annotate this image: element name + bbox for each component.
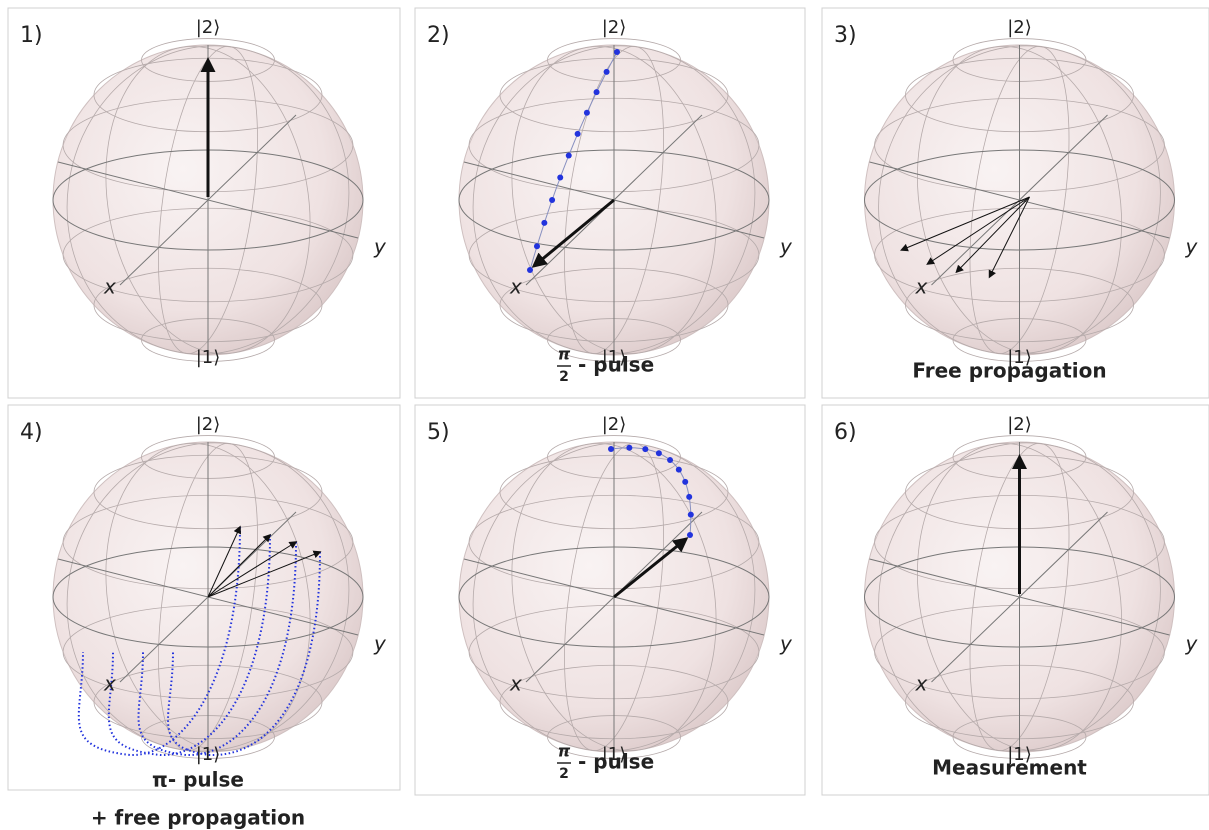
caption: + free propagation bbox=[91, 806, 305, 830]
trajectory-dot bbox=[604, 69, 610, 75]
y-axis-label: y bbox=[373, 632, 387, 656]
y-axis-label: y bbox=[373, 235, 387, 259]
panel: 4) |2⟩ |1⟩ x y π- pulse + free propagation bbox=[8, 405, 400, 830]
y-axis-label: y bbox=[779, 235, 793, 259]
caption-numerator: π bbox=[558, 345, 571, 364]
trajectory-dot bbox=[566, 153, 572, 159]
trajectory-dot bbox=[687, 532, 693, 538]
trajectory-dot bbox=[557, 175, 563, 181]
x-axis-label: x bbox=[509, 275, 522, 299]
top-state: |2⟩ bbox=[1007, 414, 1032, 435]
caption: - pulse bbox=[578, 353, 654, 377]
top-state: |2⟩ bbox=[196, 414, 221, 435]
trajectory-dot bbox=[549, 197, 555, 203]
panel-label: 1) bbox=[20, 23, 43, 48]
y-axis-label: y bbox=[779, 632, 793, 656]
trajectory-dot bbox=[594, 89, 600, 95]
caption-denominator: 2 bbox=[559, 766, 569, 782]
x-axis-label: x bbox=[915, 275, 928, 299]
trajectory-dot bbox=[527, 267, 533, 273]
caption: Measurement bbox=[932, 756, 1087, 780]
top-state: |2⟩ bbox=[602, 17, 627, 38]
trajectory-dot bbox=[686, 494, 692, 500]
trajectory-dot bbox=[584, 110, 590, 116]
figure: 1) |2⟩ |1⟩ x y 2) |2⟩ |1⟩ x y π 2 - pulse 3) |2⟩ |1⟩ x y F… bbox=[0, 0, 1209, 830]
trajectory-dot bbox=[642, 446, 648, 452]
panel-label: 2) bbox=[427, 23, 450, 48]
trajectory-dot bbox=[656, 450, 662, 456]
trajectory-dot bbox=[614, 49, 620, 55]
trajectory-dot bbox=[541, 220, 547, 226]
bottom-state: |1⟩ bbox=[196, 744, 221, 765]
x-axis-label: x bbox=[103, 672, 116, 696]
trajectory-dot bbox=[682, 479, 688, 485]
x-axis-label: x bbox=[103, 275, 116, 299]
trajectory-dot bbox=[626, 445, 632, 451]
top-state: |2⟩ bbox=[196, 17, 221, 38]
caption: π- pulse bbox=[152, 768, 244, 792]
top-state: |2⟩ bbox=[1007, 17, 1032, 38]
x-axis-label: x bbox=[509, 672, 522, 696]
panel: 1) |2⟩ |1⟩ x y bbox=[8, 8, 400, 398]
bottom-state: |1⟩ bbox=[196, 347, 221, 368]
caption-numerator: π bbox=[558, 742, 571, 761]
trajectory-dot bbox=[667, 457, 673, 463]
y-axis-label: y bbox=[1185, 235, 1199, 259]
panel-label: 6) bbox=[834, 420, 857, 445]
trajectory-dot bbox=[688, 512, 694, 518]
panel-label: 4) bbox=[20, 420, 43, 445]
trajectory-dot bbox=[575, 131, 581, 137]
trajectory-dot bbox=[676, 467, 682, 473]
caption-denominator: 2 bbox=[559, 369, 569, 385]
top-state: |2⟩ bbox=[602, 414, 627, 435]
panel-label: 3) bbox=[834, 23, 857, 48]
caption: - pulse bbox=[578, 750, 654, 774]
trajectory-dot bbox=[534, 243, 540, 249]
x-axis-label: x bbox=[915, 672, 928, 696]
trajectory-dot bbox=[608, 446, 614, 452]
y-axis-label: y bbox=[1185, 632, 1199, 656]
panel-label: 5) bbox=[427, 420, 450, 445]
caption: Free propagation bbox=[912, 359, 1106, 383]
